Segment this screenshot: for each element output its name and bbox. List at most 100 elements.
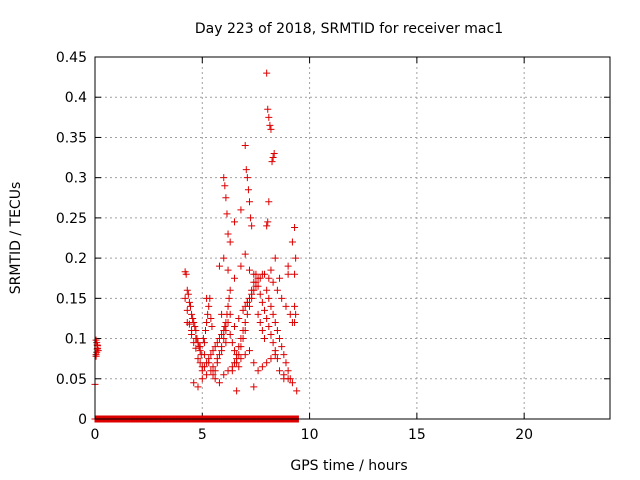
data-point: [243, 310, 251, 318]
data-point: [220, 335, 228, 343]
data-point: [273, 327, 281, 335]
data-point: [261, 306, 269, 314]
data-point: [205, 302, 213, 310]
data-point: [265, 198, 273, 206]
data-point: [291, 224, 299, 232]
data-point: [196, 359, 204, 367]
data-point: [233, 351, 241, 359]
data-points: [91, 69, 302, 423]
data-point: [215, 379, 223, 387]
data-point: [286, 310, 294, 318]
data-point: [268, 158, 276, 166]
data-point: [233, 359, 241, 367]
data-point: [241, 318, 249, 326]
data-point: [224, 318, 232, 326]
data-point: [241, 141, 249, 149]
chart-title: Day 223 of 2018, SRMTID for receiver mac…: [195, 21, 503, 37]
data-point: [280, 375, 288, 383]
data-point: [269, 278, 277, 286]
y-tick-label: 0.4: [65, 90, 87, 106]
data-point: [230, 218, 238, 226]
x-tick-label: 15: [408, 427, 426, 443]
data-point: [239, 327, 247, 335]
data-point: [246, 266, 253, 274]
data-point: [184, 290, 192, 298]
y-tick-label: 0.35: [56, 130, 87, 146]
data-point: [246, 198, 253, 206]
data-point: [267, 355, 275, 363]
data-point: [203, 371, 211, 379]
data-point: [222, 194, 230, 202]
data-point: [244, 186, 252, 194]
data-point: [263, 286, 271, 294]
data-point: [239, 306, 247, 314]
data-point: [190, 318, 198, 326]
data-point: [198, 367, 206, 375]
data-point: [183, 306, 191, 314]
y-axis-label: SRMTID / TECUs: [8, 182, 24, 295]
data-point: [208, 322, 216, 330]
y-tick-label: 0.15: [56, 291, 87, 307]
data-point: [222, 339, 230, 347]
data-point: [188, 310, 196, 318]
data-point: [221, 322, 229, 330]
data-point: [192, 344, 200, 352]
data-point: [264, 105, 272, 113]
data-point: [235, 363, 243, 371]
data-point: [200, 363, 208, 371]
data-point: [292, 254, 300, 262]
data-point: [198, 375, 206, 383]
data-point: [243, 298, 251, 306]
data-point: [224, 266, 232, 274]
data-point: [280, 351, 288, 359]
data-point: [278, 294, 286, 302]
data-point: [190, 379, 198, 387]
data-point: [263, 222, 271, 230]
data-point: [221, 182, 229, 190]
data-point: [288, 379, 296, 387]
data-point: [92, 352, 100, 360]
data-point: [200, 351, 208, 359]
data-point: [269, 339, 277, 347]
data-point: [273, 355, 281, 363]
data-point: [252, 282, 260, 290]
data-point: [291, 270, 299, 278]
data-point: [205, 359, 213, 367]
data-point: [264, 218, 272, 226]
data-point: [192, 335, 200, 343]
data-point: [291, 318, 299, 326]
data-point: [293, 387, 301, 395]
data-point: [271, 318, 279, 326]
data-point: [209, 347, 217, 355]
data-point: [256, 318, 264, 326]
data-point: [207, 351, 215, 359]
data-point: [211, 343, 219, 351]
data-point: [284, 262, 292, 270]
y-tick-label: 0.3: [65, 171, 87, 187]
data-point: [263, 359, 271, 367]
data-point: [254, 310, 262, 318]
data-point: [222, 327, 230, 335]
data-point: [181, 294, 189, 302]
data-point: [226, 310, 234, 318]
data-point: [190, 339, 198, 347]
data-point: [220, 371, 228, 379]
data-point: [269, 310, 277, 318]
x-tick-label: 5: [198, 427, 207, 443]
data-point: [291, 302, 299, 310]
data-point: [266, 121, 274, 129]
x-tick-label: 0: [91, 427, 100, 443]
data-point: [226, 331, 234, 339]
data-point: [242, 166, 250, 174]
data-point: [196, 343, 204, 351]
y-tick-label: 0.2: [65, 251, 87, 267]
data-point: [226, 286, 234, 294]
data-point: [263, 69, 271, 77]
data-point: [237, 262, 245, 270]
y-tick-label: 0: [78, 412, 87, 428]
data-point: [270, 150, 278, 158]
data-point: [191, 322, 199, 330]
data-point: [263, 314, 271, 322]
data-point: [213, 355, 221, 363]
data-point: [226, 238, 234, 246]
